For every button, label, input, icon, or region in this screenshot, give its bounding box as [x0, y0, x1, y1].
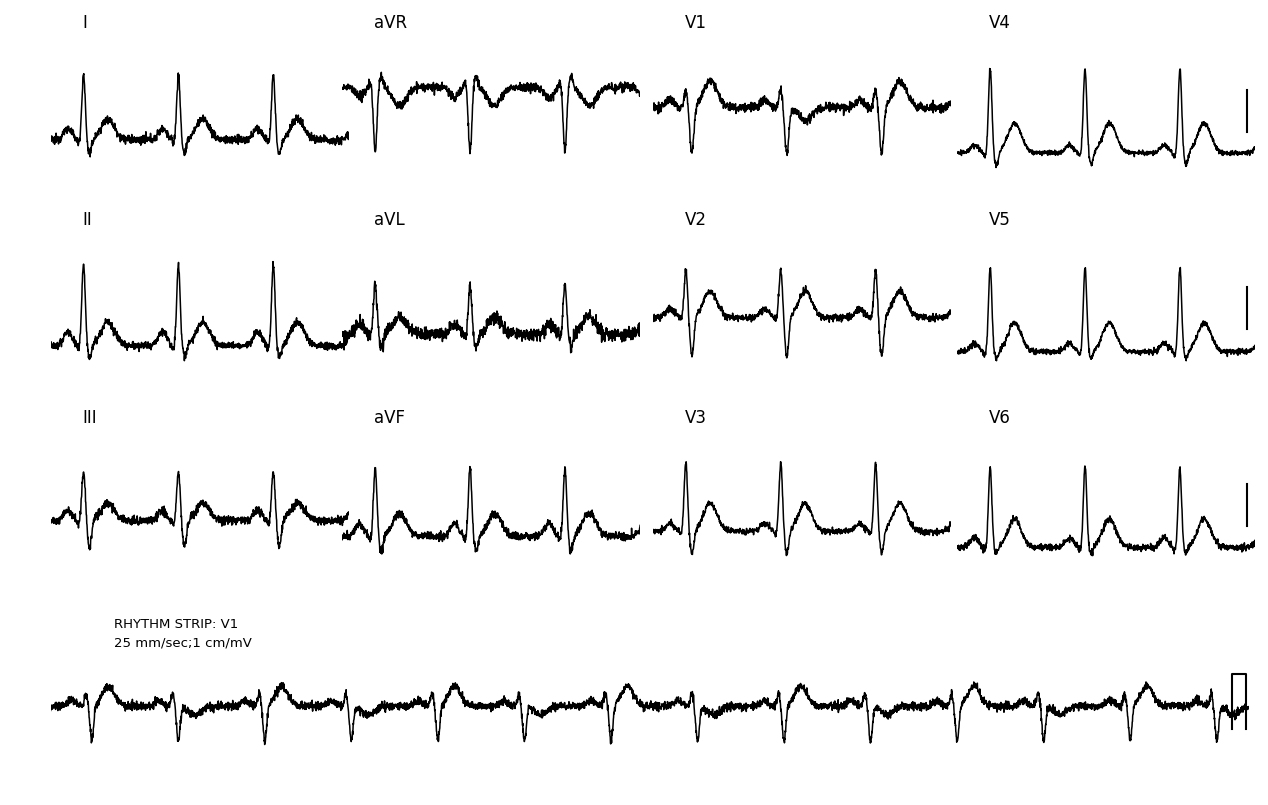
Text: aVR: aVR — [374, 14, 407, 32]
Text: V5: V5 — [989, 212, 1011, 229]
Text: RHYTHM STRIP: V1: RHYTHM STRIP: V1 — [114, 618, 238, 631]
Text: III: III — [82, 409, 98, 427]
Text: 25 mm/sec;1 cm/mV: 25 mm/sec;1 cm/mV — [114, 637, 252, 650]
Text: V6: V6 — [989, 409, 1011, 427]
Text: aVF: aVF — [374, 409, 404, 427]
Text: aVL: aVL — [374, 212, 404, 229]
Text: V4: V4 — [989, 14, 1011, 32]
Text: II: II — [82, 212, 93, 229]
Text: V2: V2 — [685, 212, 706, 229]
Text: V3: V3 — [685, 409, 706, 427]
Text: I: I — [82, 14, 87, 32]
Text: V1: V1 — [685, 14, 706, 32]
